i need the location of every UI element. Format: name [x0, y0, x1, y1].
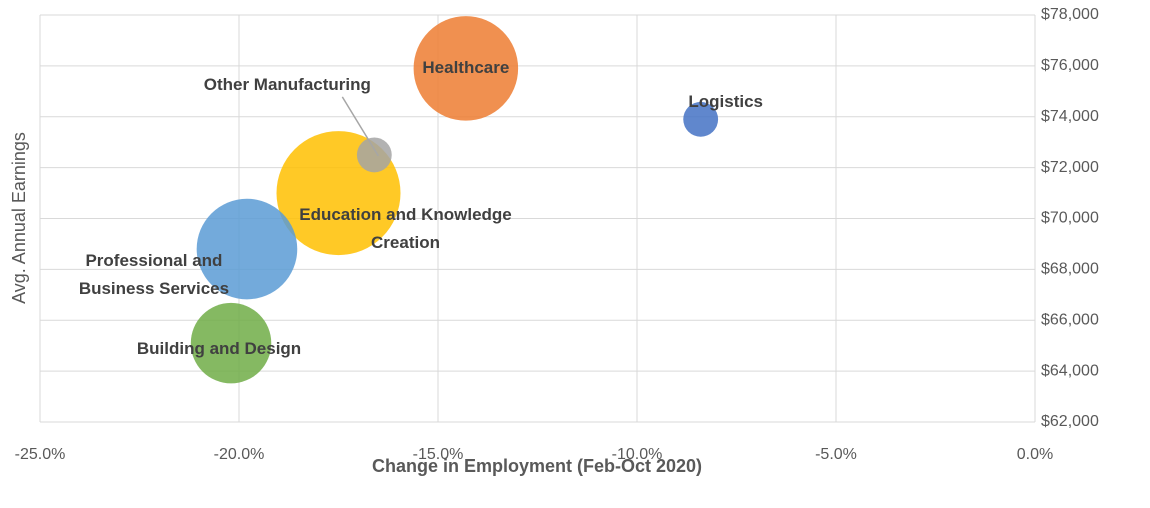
bubble: [683, 101, 719, 137]
x-tick-label: -5.0%: [815, 446, 857, 463]
y-tick-label: $74,000: [1041, 108, 1099, 125]
x-tick-label: -10.0%: [612, 446, 663, 463]
x-tick-label: -20.0%: [214, 446, 265, 463]
y-tick-label: $70,000: [1041, 210, 1099, 227]
y-axis-title: Avg. Annual Earnings: [9, 132, 29, 304]
y-tick-label: $68,000: [1041, 261, 1099, 278]
data-label: Other Manufacturing: [203, 74, 371, 94]
y-tick-label: $64,000: [1041, 362, 1099, 379]
y-tick-label: $72,000: [1041, 159, 1099, 176]
x-tick-label: -15.0%: [413, 446, 464, 463]
x-axis-title: Change in Employment (Feb-Oct 2020): [372, 456, 702, 476]
x-tick-label: -25.0%: [15, 446, 66, 463]
data-label: Logistics: [688, 92, 763, 112]
data-label: Healthcare: [422, 58, 510, 78]
y-tick-label: $62,000: [1041, 413, 1099, 430]
bubble: [196, 198, 298, 300]
bubble: [413, 16, 519, 121]
data-label: Professional and Business Services: [78, 251, 230, 299]
x-tick-label: 0.0%: [1017, 446, 1053, 463]
y-tick-label: $78,000: [1041, 6, 1099, 23]
bubble: [190, 302, 272, 384]
leader-line: [341, 96, 379, 157]
y-tick-label: $66,000: [1041, 311, 1099, 328]
bubble: [356, 137, 392, 173]
data-label: Education and Knowledge Creation: [299, 205, 512, 253]
data-label: Building and Design: [136, 339, 302, 359]
y-tick-label: $76,000: [1041, 57, 1099, 74]
